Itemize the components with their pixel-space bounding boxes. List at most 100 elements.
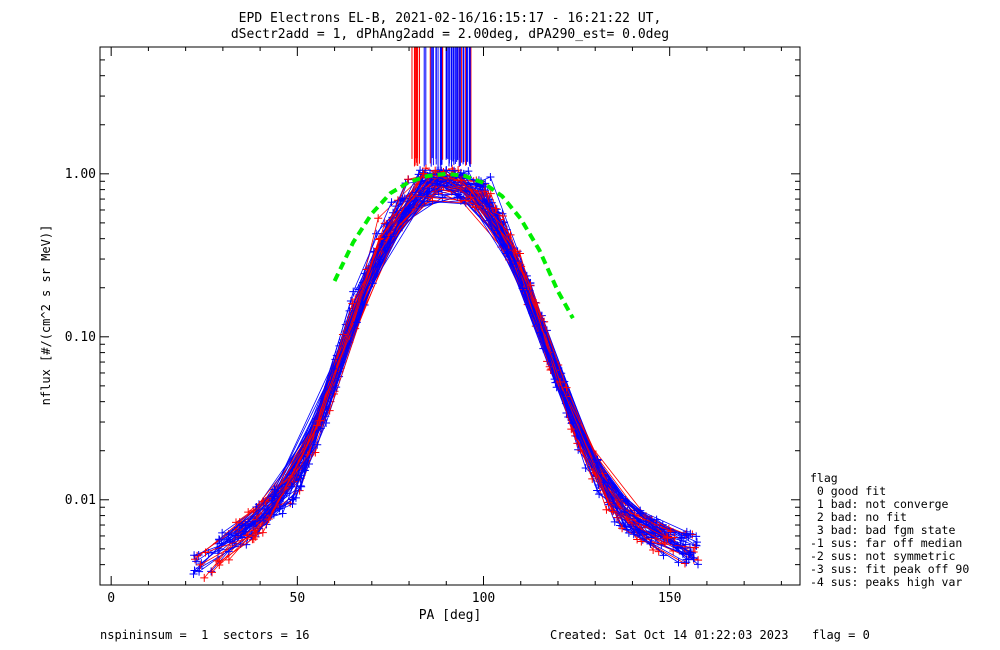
data-point-marker	[207, 568, 216, 577]
data-point-marker	[680, 559, 689, 568]
data-point-marker	[297, 482, 306, 491]
data-point-marker	[258, 497, 267, 506]
data-point-marker	[506, 230, 515, 239]
green-fit-layer	[332, 171, 575, 320]
data-point-marker	[556, 378, 565, 387]
x-tick-label: 50	[290, 591, 306, 606]
data-point-marker	[572, 432, 581, 441]
data-point-marker	[278, 509, 287, 518]
trace-layer	[189, 47, 703, 582]
data-point-marker	[225, 537, 234, 546]
data-point-marker	[670, 533, 679, 542]
data-point-marker	[258, 528, 267, 537]
data-point-marker	[689, 553, 698, 562]
x-tick-label: 0	[107, 591, 115, 606]
data-point-marker	[486, 172, 495, 181]
x-tick-label: 100	[472, 591, 495, 606]
data-point-marker	[686, 529, 695, 538]
data-point-marker	[462, 196, 471, 205]
data-point-marker	[660, 539, 669, 548]
data-point-marker	[663, 534, 672, 543]
data-point-marker	[608, 507, 617, 516]
data-point-marker	[550, 375, 559, 384]
data-point-marker	[313, 421, 322, 430]
chart-title-line2: dSectr2add = 1, dPhAng2add = 2.00deg, dP…	[231, 27, 669, 42]
legend-entry: 2 bad: no fit	[810, 510, 907, 524]
flux-trace	[258, 175, 687, 533]
flux-trace	[253, 180, 693, 540]
data-point-marker	[270, 485, 279, 494]
data-point-marker	[288, 495, 297, 504]
flux-trace	[256, 180, 691, 535]
flux-trace	[235, 180, 660, 552]
legend: flag 0 good fit 1 bad: not converge 2 ba…	[810, 471, 969, 589]
data-point-marker	[196, 560, 205, 569]
flux-trace	[229, 173, 651, 545]
data-point-marker	[192, 557, 201, 566]
data-point-marker	[567, 425, 576, 434]
data-point-marker	[244, 508, 253, 517]
data-point-marker	[421, 164, 430, 173]
data-point-marker	[491, 204, 500, 213]
data-point-marker	[268, 496, 277, 505]
legend-entry: -1 sus: far off median	[810, 536, 962, 550]
data-point-marker	[329, 364, 338, 373]
data-point-marker	[690, 543, 699, 552]
flux-trace	[218, 189, 664, 556]
data-point-marker	[618, 524, 627, 533]
data-point-marker	[313, 440, 322, 449]
data-point-marker	[368, 279, 377, 288]
data-point-marker	[190, 555, 199, 564]
data-point-marker	[352, 318, 361, 327]
x-axis-label: PA [deg]	[419, 608, 482, 623]
data-point-marker	[411, 188, 420, 197]
data-point-marker	[466, 193, 475, 202]
x-tick-label: 150	[658, 591, 681, 606]
data-point-marker	[621, 508, 630, 517]
data-point-marker	[316, 416, 325, 425]
data-point-marker	[518, 284, 527, 293]
data-point-marker	[693, 560, 702, 569]
data-point-marker	[624, 528, 633, 537]
data-point-marker	[622, 525, 631, 534]
data-point-marker	[241, 521, 250, 530]
legend-entry: 3 bad: bad fgm state	[810, 523, 955, 537]
data-point-marker	[682, 530, 691, 539]
data-point-marker	[200, 573, 209, 582]
data-point-marker	[498, 212, 507, 221]
fit-curve	[332, 171, 575, 320]
data-point-marker	[562, 383, 571, 392]
data-point-marker	[423, 189, 432, 198]
data-point-marker	[190, 566, 199, 575]
legend-entry: -2 sus: not symmetric	[810, 549, 955, 563]
data-point-marker	[259, 514, 268, 523]
data-point-marker	[214, 535, 223, 544]
footer-flag: flag = 0	[812, 628, 870, 642]
data-point-marker	[649, 546, 658, 555]
flux-trace	[247, 195, 654, 533]
y-tick-label: 1.00	[65, 167, 96, 182]
data-point-marker	[456, 176, 465, 185]
footer-created: Created: Sat Oct 14 01:22:03 2023	[550, 628, 788, 642]
chart-title-line1: EPD Electrons EL-B, 2021-02-16/16:15:17 …	[239, 11, 662, 26]
data-point-marker	[218, 528, 227, 537]
y-axis-label: nflux [#/(cm^2 s sr MeV)]	[39, 225, 53, 406]
data-point-marker	[420, 197, 429, 206]
data-point-marker	[431, 166, 440, 175]
footer-spin-info: nspininsum = 1 sectors = 16	[100, 628, 310, 642]
data-point-marker	[376, 234, 385, 243]
data-point-marker	[687, 549, 696, 558]
data-point-marker	[387, 198, 396, 207]
legend-title: flag	[810, 471, 838, 485]
flux-trace	[235, 170, 682, 540]
data-point-marker	[419, 169, 428, 178]
flux-trace	[256, 186, 687, 535]
flux-trace	[241, 181, 697, 547]
flux-trace	[232, 182, 687, 543]
data-point-marker	[201, 548, 210, 557]
data-point-marker	[609, 506, 618, 515]
data-point-marker	[629, 530, 638, 539]
y-tick-label: 0.01	[65, 493, 96, 508]
legend-entry: -4 sus: peaks high var	[810, 575, 962, 589]
